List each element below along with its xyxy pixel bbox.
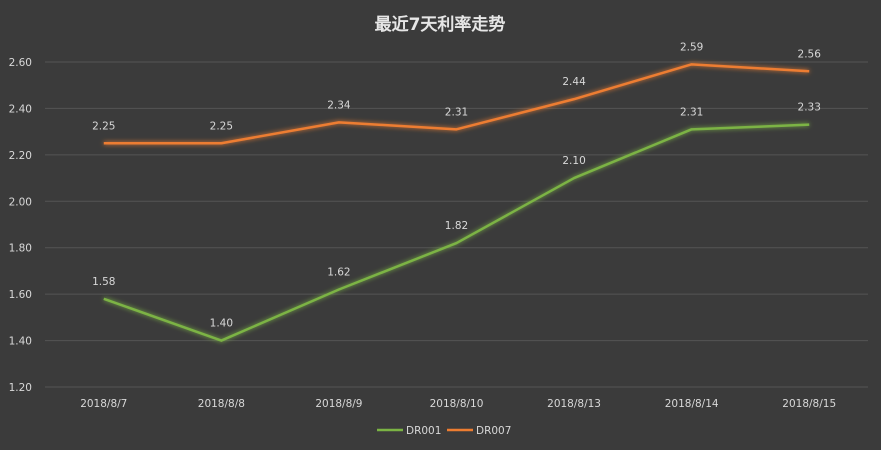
x-tick-label: 2018/8/13 [547,398,601,410]
series-line-dr007 [103,63,810,145]
x-axis-ticks: 2018/8/7 2018/8/8 2018/8/9 2018/8/10 2018/8/… [80,398,836,410]
y-tick-label: 2.00 [9,196,32,208]
y-tick-label: 1.40 [9,336,32,348]
y-tick-label: 2.20 [9,150,32,162]
data-label-dr001: 1.40 [210,318,233,330]
data-label-dr001: 2.10 [562,155,585,167]
data-labels: 1.58 1.40 1.62 1.82 2.10 2.31 2.33 2.25 2.25 2.34… [92,41,821,329]
data-label-dr007: 2.25 [210,120,233,132]
data-label-dr001: 1.82 [445,220,468,232]
data-label-dr007: 2.44 [562,76,586,88]
x-tick-label: 2018/8/10 [430,398,484,410]
y-axis-ticks: 1.20 1.40 1.60 1.80 2.00 2.20 2.40 2.60 [9,57,32,394]
data-label-dr001: 2.31 [680,106,703,118]
data-label-dr007: 2.56 [798,48,822,60]
data-label-dr007: 2.34 [327,99,351,111]
gridlines [45,61,868,388]
data-label-dr001: 2.33 [798,102,821,114]
chart-title: 最近7天利率走势 [375,14,506,35]
legend: DR001 DR007 [377,425,511,437]
x-tick-label: 2018/8/15 [782,398,836,410]
legend-label-dr007: DR007 [476,425,511,437]
data-label-dr007: 2.59 [680,41,703,53]
y-tick-label: 1.60 [9,289,32,301]
y-tick-label: 2.40 [9,103,32,115]
data-label-dr001: 1.62 [327,267,350,279]
data-label-dr001: 1.58 [92,276,115,288]
data-label-dr007: 2.31 [445,106,468,118]
y-tick-label: 1.20 [9,382,32,394]
series-line-dr001 [103,123,810,342]
series-lines [103,63,810,342]
x-tick-label: 2018/8/7 [80,398,127,410]
data-label-dr007: 2.25 [92,120,115,132]
x-tick-label: 2018/8/8 [198,398,245,410]
x-tick-label: 2018/8/14 [665,398,719,410]
y-tick-label: 2.60 [9,57,32,69]
x-tick-label: 2018/8/9 [315,398,362,410]
y-tick-label: 1.80 [9,243,32,255]
legend-label-dr001: DR001 [406,425,441,437]
